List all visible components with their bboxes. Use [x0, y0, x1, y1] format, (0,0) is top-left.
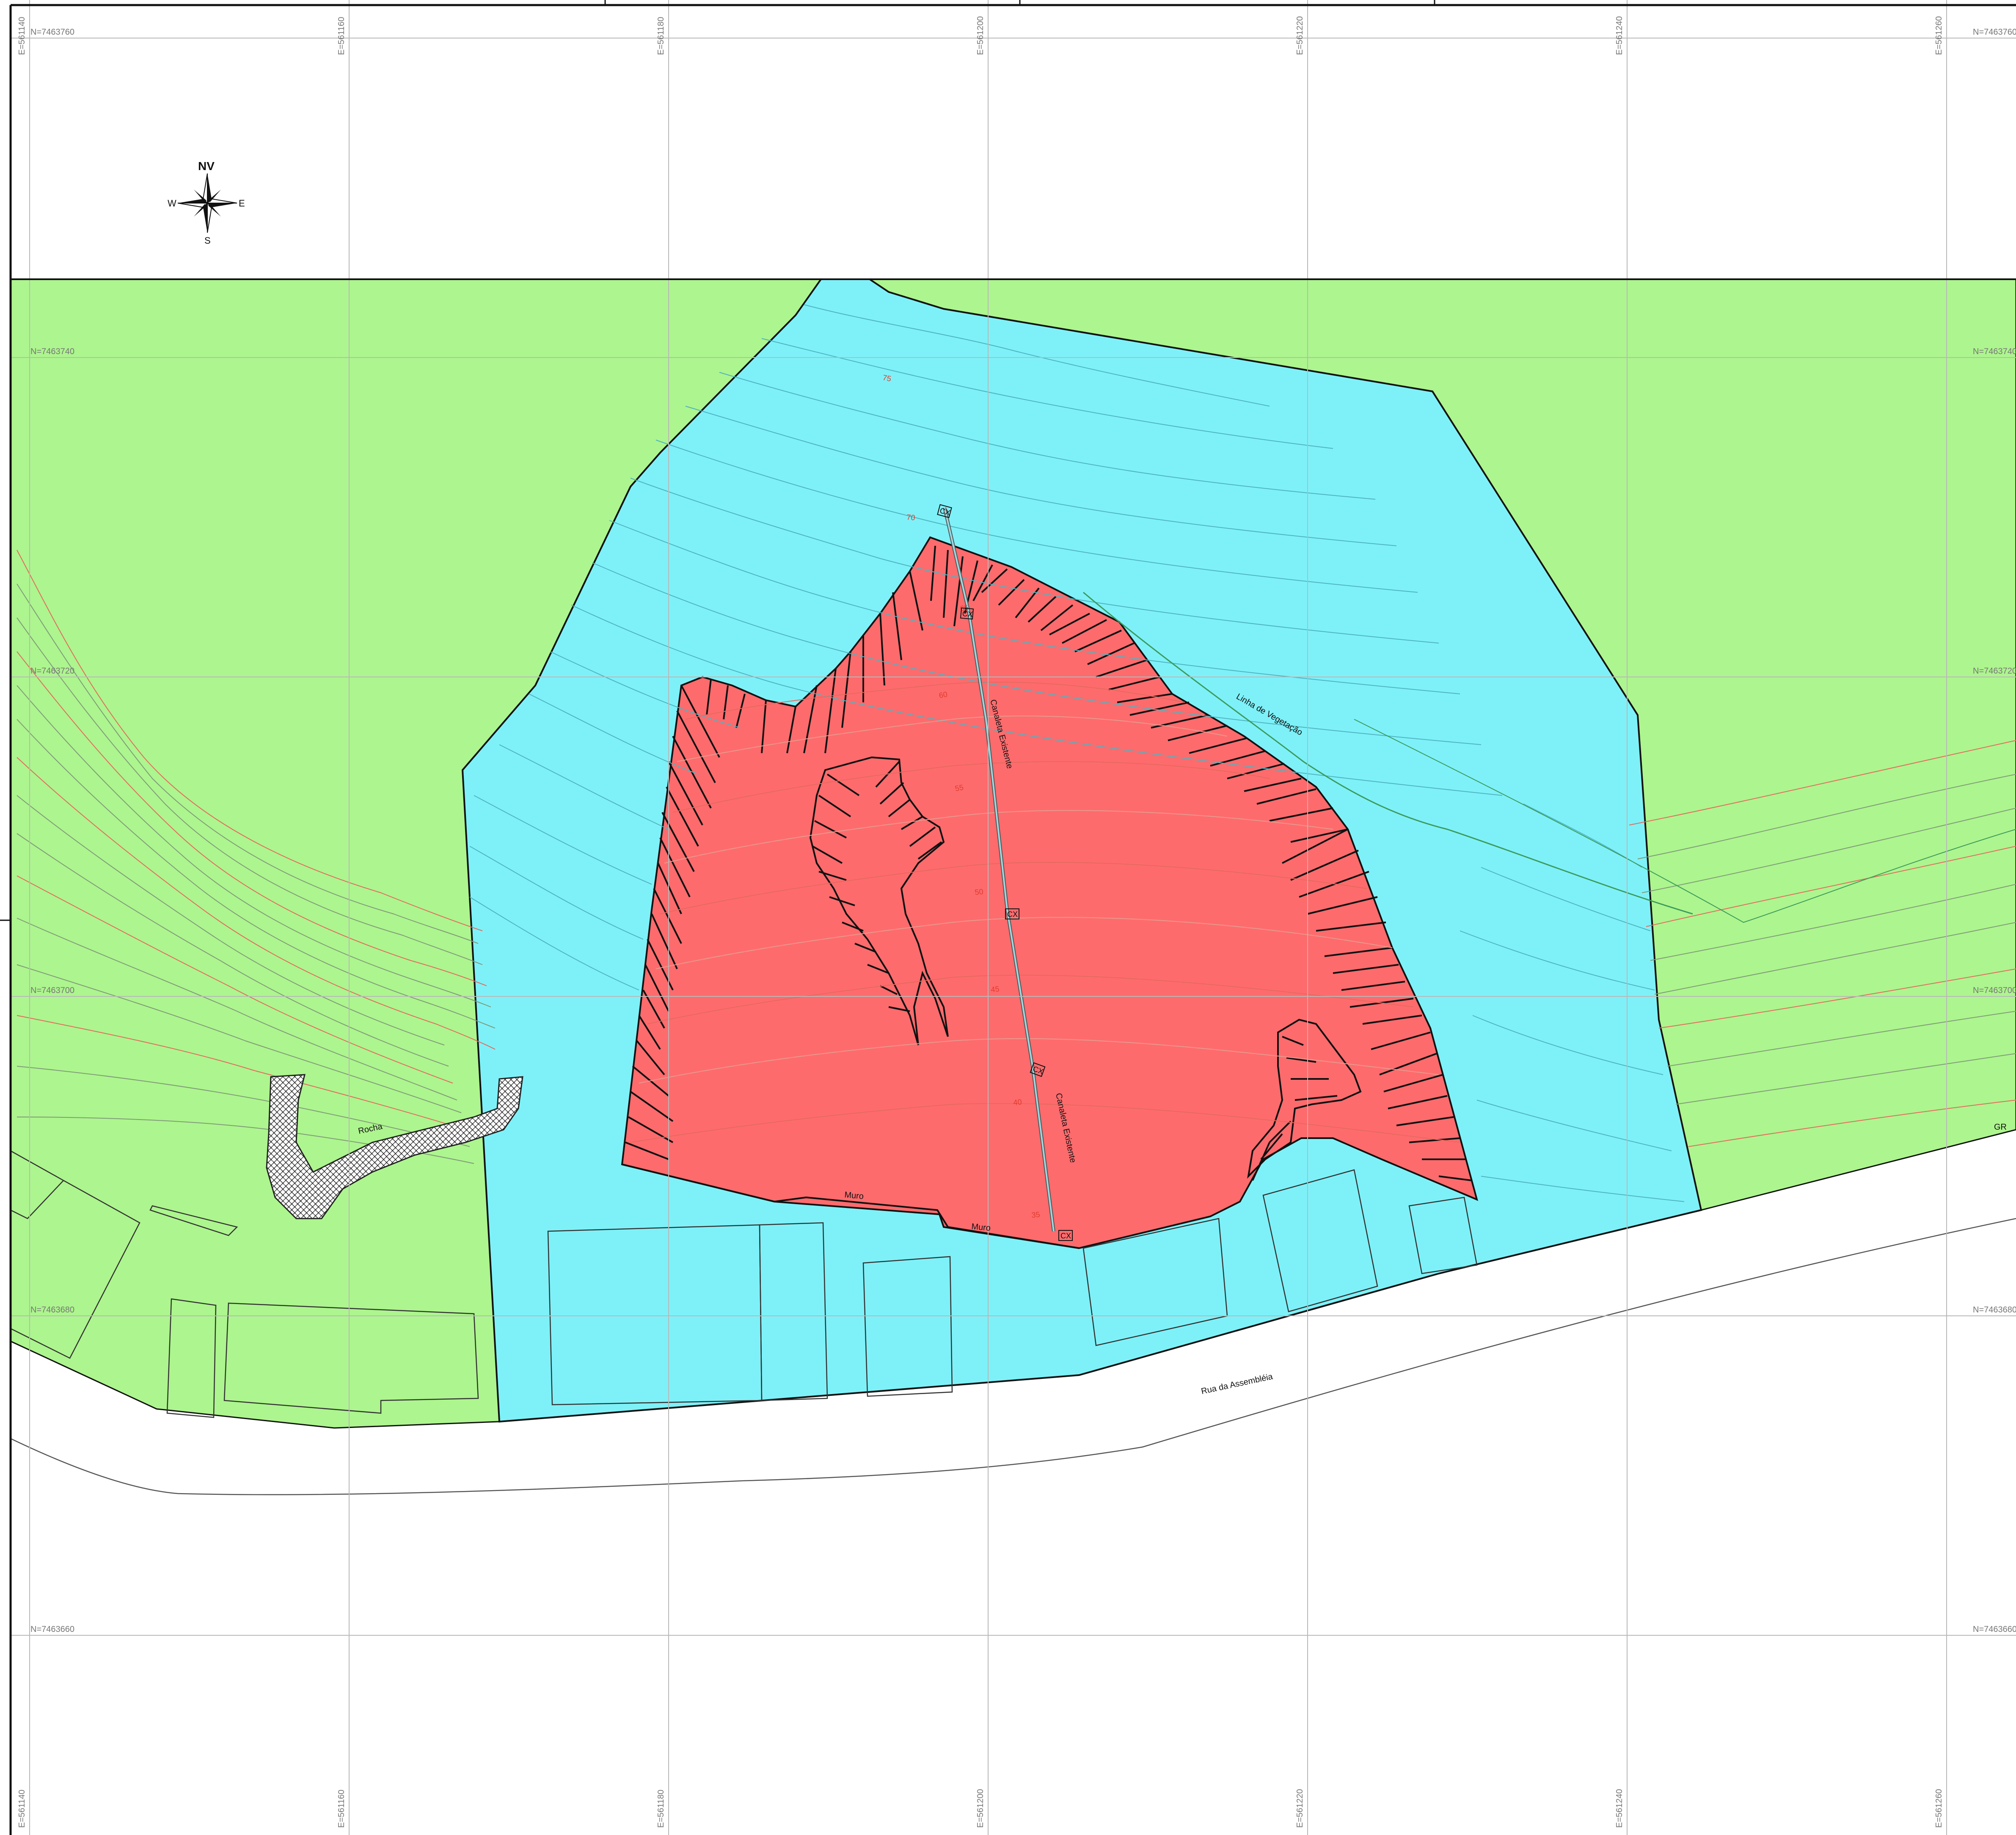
contour-label-40: 40	[1013, 1098, 1022, 1107]
northing-label-left-2: N=7463740	[30, 347, 74, 356]
easting-label-top-2: E=561160	[337, 17, 346, 55]
easting-label-top-5: E=561220	[1295, 16, 1305, 55]
inspection-box-icon	[1030, 1062, 1046, 1077]
easting-label-top-6: E=561240	[1615, 16, 1624, 55]
easting-label-bottom-7: E=561260	[1934, 1789, 1944, 1828]
northing-label-left-5: N=7463680	[30, 1305, 74, 1315]
inspection-box-icon	[960, 607, 974, 620]
inspection-box-icon	[1058, 1230, 1073, 1241]
northing-label-left-1: N=7463760	[30, 28, 74, 37]
gr-label: GR	[1994, 1122, 2007, 1132]
contour-label-75: 75	[882, 373, 892, 383]
contour-label-35: 35	[1031, 1210, 1041, 1219]
easting-label-top-7: E=561260	[1934, 16, 1944, 55]
easting-label-top-1: E=561140	[17, 17, 27, 55]
contour-labels: 75 70 65 60 55 50 45 40 35	[882, 373, 1040, 1219]
northing-label-left-3: N=7463720	[30, 666, 74, 676]
compass-east-label: E	[239, 198, 245, 209]
contour-label-60: 60	[938, 690, 948, 700]
rock-outcrop	[266, 1074, 523, 1219]
northing-label-left-4: N=7463700	[30, 986, 74, 995]
easting-label-bottom-6: E=561240	[1615, 1789, 1624, 1828]
northing-label-right-1: N=7463760	[1973, 28, 2016, 37]
inspection-box-icon	[937, 504, 952, 518]
contour-lines-slope	[469, 304, 1685, 1202]
risk-zone	[621, 536, 1479, 1249]
easting-label-bottom-1: E=561140	[17, 1790, 27, 1828]
contour-label-50: 50	[975, 887, 984, 897]
contour-lines-left	[17, 550, 496, 1164]
contour-label-45: 45	[991, 985, 1000, 994]
wall-label-1: Muro	[844, 1190, 864, 1201]
northing-label-right-4: N=7463700	[1973, 986, 2016, 995]
coordinate-grid	[11, 0, 2016, 1835]
easting-label-bottom-5: E=561220	[1295, 1789, 1305, 1828]
compass-north-label: NV	[198, 160, 215, 173]
wall-label-2: Muro	[971, 1222, 991, 1233]
easting-label-bottom-2: E=561160	[337, 1790, 346, 1828]
contour-lines-right	[1354, 719, 2016, 1147]
compass-rose-icon: NV W E S	[168, 160, 245, 246]
ridge-east	[1247, 1018, 1362, 1179]
easting-label-bottom-4: E=561200	[976, 1789, 985, 1828]
northing-label-right-2: N=7463740	[1973, 347, 2016, 356]
northing-label-right-6: N=7463660	[1973, 1625, 2016, 1634]
contour-label-70: 70	[906, 513, 916, 522]
inspection-box-label-5: CX	[1060, 1232, 1071, 1240]
easting-label-top-3: E=561180	[656, 17, 666, 55]
inspection-box-icon	[1005, 908, 1019, 919]
northing-label-right-3: N=7463720	[1973, 666, 2016, 676]
wall-line	[622, 1164, 1080, 1249]
inspection-box-label-3: CX	[1007, 910, 1018, 919]
contour-lines-risk	[630, 682, 1460, 1143]
compass-west-label: W	[168, 198, 176, 209]
inspection-box-label-2: CX	[962, 609, 973, 619]
northing-label-left-6: N=7463660	[30, 1625, 74, 1634]
vegetation-line	[1083, 591, 1693, 915]
road	[10, 1218, 2016, 1495]
contour-label-55: 55	[954, 783, 964, 793]
easting-label-top-4: E=561200	[976, 16, 985, 55]
northing-label-right-5: N=7463680	[1973, 1305, 2016, 1315]
grid-labels: E=561140 E=561160 E=561180 E=561200 E=56…	[17, 16, 2016, 1828]
compass-south-label: S	[204, 235, 211, 246]
easting-label-bottom-3: E=561180	[656, 1790, 666, 1828]
building-outlines	[10, 1150, 1478, 1418]
